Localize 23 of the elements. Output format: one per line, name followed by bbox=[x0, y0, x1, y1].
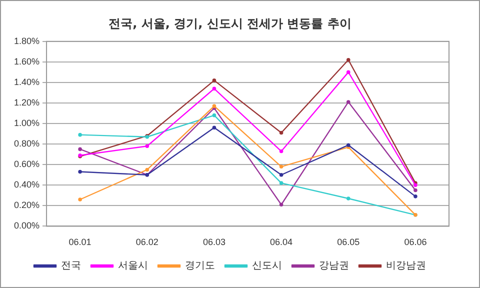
y-tick-label: 1.40% bbox=[14, 76, 40, 87]
y-tick-label: 1.00% bbox=[14, 118, 40, 128]
y-tick-label: 0.40% bbox=[14, 180, 40, 190]
chart-title: 전국, 서울, 경기, 신도시 전세가 변동률 추이 bbox=[108, 16, 352, 30]
x-tick-label: 06.02 bbox=[136, 237, 158, 248]
x-tick-label: 06.03 bbox=[202, 237, 226, 248]
legend-label: 경기도 bbox=[185, 260, 215, 272]
y-tick-label: 0.20% bbox=[14, 200, 40, 210]
legend-label: 비강남권 bbox=[386, 260, 426, 272]
x-tick-label: 06.01 bbox=[68, 237, 92, 248]
y-tick-label: 0.80% bbox=[14, 138, 40, 149]
x-tick-label: 06.05 bbox=[337, 237, 360, 248]
legend-label: 신도시 bbox=[252, 260, 282, 272]
y-tick-label: 0.00% bbox=[14, 220, 40, 231]
x-tick-label: 06.04 bbox=[270, 237, 293, 248]
y-tick-label: 1.80% bbox=[14, 36, 40, 46]
y-tick-label: 1.60% bbox=[14, 56, 40, 66]
x-tick-label: 06.06 bbox=[404, 237, 427, 248]
legend-label: 전국 bbox=[61, 260, 81, 272]
y-tick-label: 0.60% bbox=[14, 159, 40, 170]
legend-label: 강남권 bbox=[319, 260, 349, 272]
legend-label: 서울시 bbox=[118, 260, 148, 272]
y-tick-label: 1.20% bbox=[14, 97, 40, 108]
